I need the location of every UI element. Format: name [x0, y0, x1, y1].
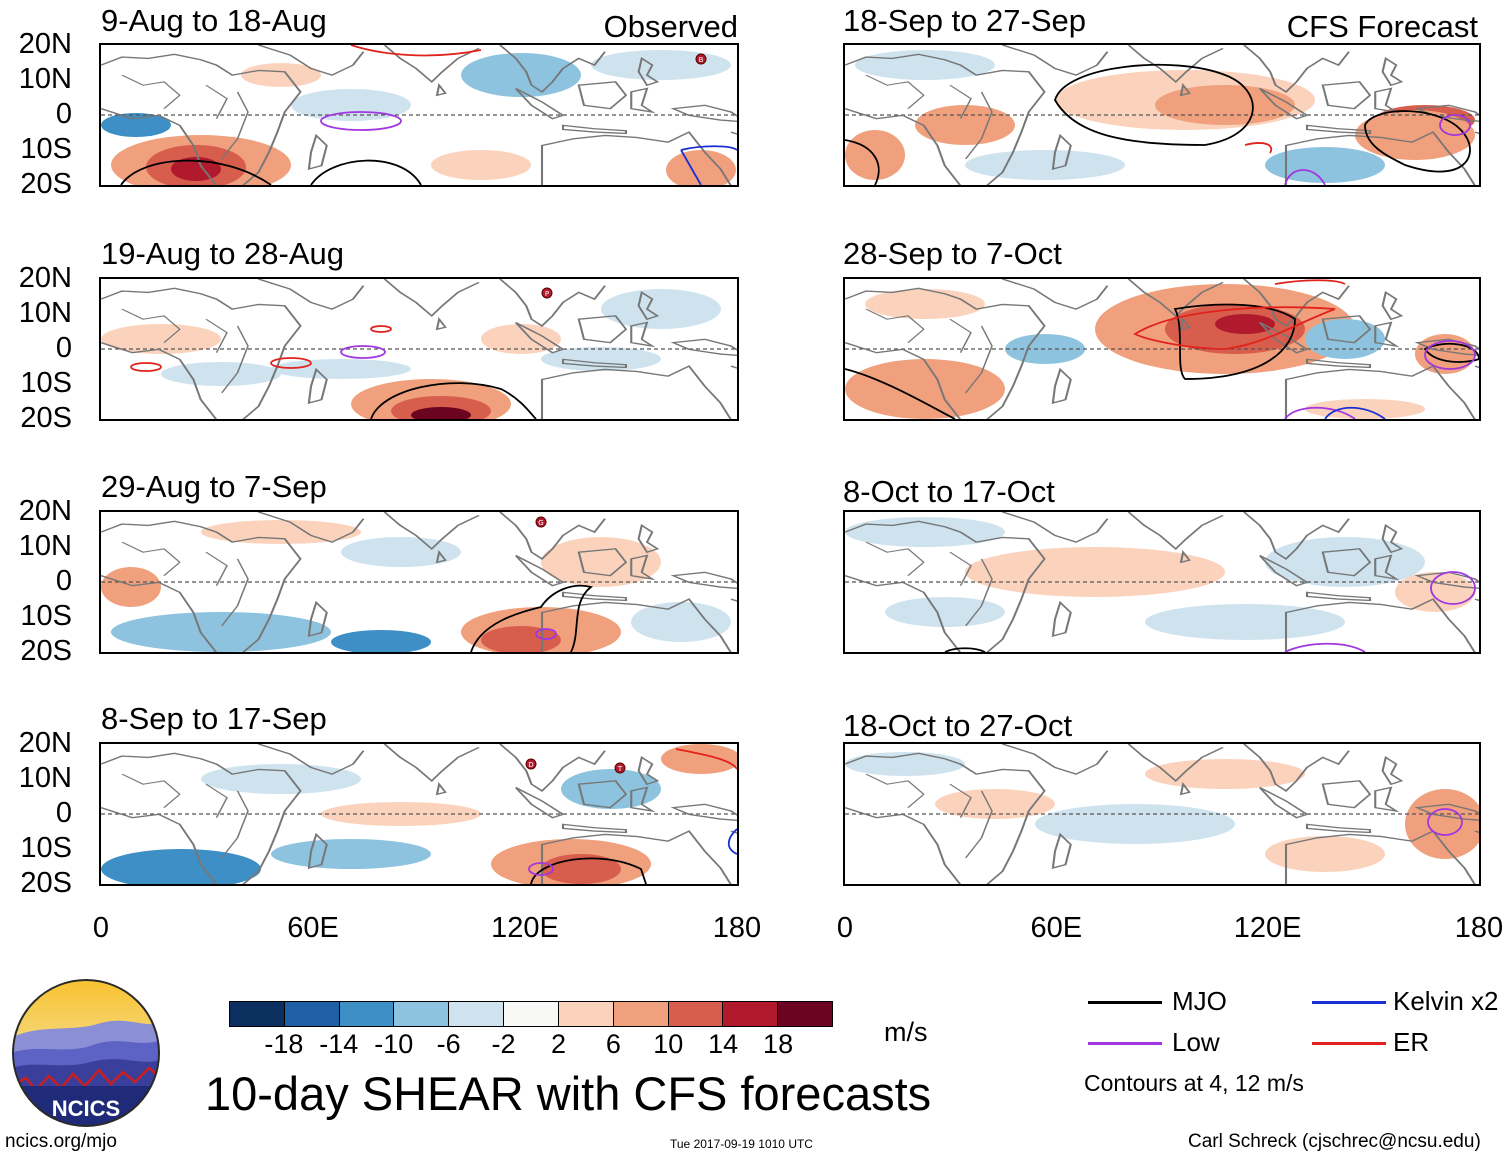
lat-label: 10N — [18, 63, 72, 95]
lat-label: 20N — [18, 495, 72, 527]
footer-timestamp: Tue 2017-09-19 1010 UTC — [670, 1137, 813, 1151]
colorbar-segment — [230, 1002, 285, 1026]
lon-label: 180 — [1454, 912, 1504, 944]
colorbar-tick-label: 2 — [550, 1029, 566, 1059]
lat-label: 20N — [18, 727, 72, 759]
lon-label: 60E — [287, 912, 339, 944]
legend-kelvin-label: Kelvin x2 — [1393, 986, 1499, 1016]
legend-er-line — [1312, 1042, 1386, 1045]
panel-2-map: P — [99, 277, 739, 421]
lon-label: 0 — [836, 912, 854, 944]
colorbar-tick-label: -6 — [436, 1029, 461, 1059]
storm-marker-d: D — [528, 761, 533, 769]
lat-label: 10N — [18, 530, 72, 562]
legend-low-label: Low — [1172, 1027, 1220, 1057]
colorbar-units: m/s — [884, 1017, 928, 1047]
lat-label: 20N — [18, 262, 72, 294]
panel-2-title: 19-Aug to 28-Aug — [101, 236, 345, 271]
colorbar-segment — [778, 1002, 832, 1026]
storm-marker-b: B — [699, 56, 704, 64]
colorbar-tick-label: -10 — [374, 1029, 414, 1059]
lat-label: 20S — [20, 635, 72, 667]
panel-3-map: G — [99, 510, 739, 654]
panel-7-title: 8-Oct to 17-Oct — [843, 474, 1055, 509]
panel-1-map: B — [99, 43, 739, 187]
colorbar-segment — [284, 1002, 340, 1026]
panel-6-map — [843, 277, 1481, 421]
panel-7-map — [843, 510, 1481, 654]
lon-label: 0 — [92, 912, 110, 944]
colorbar-tick-label: -18 — [264, 1029, 304, 1059]
colorbar-tick-label: 18 — [763, 1029, 794, 1059]
lat-label: 10S — [20, 367, 72, 399]
ncics-logo: NCICS — [11, 978, 161, 1128]
lat-label: 20S — [20, 168, 72, 200]
colorbar-tick-label: 6 — [605, 1029, 621, 1059]
lat-label: 20S — [20, 402, 72, 434]
lat-label: 0 — [55, 797, 72, 829]
colorbar-tick-label: 14 — [708, 1029, 739, 1059]
panel-3-title: 29-Aug to 7-Sep — [101, 469, 327, 504]
panel-5-title: 18-Sep to 27-Sep — [843, 3, 1087, 38]
colorbar-tick-label: -14 — [319, 1029, 359, 1059]
lat-label: 0 — [55, 565, 72, 597]
colorbar-tick-label: 10 — [653, 1029, 684, 1059]
storm-marker-t: T — [617, 765, 623, 773]
legend-mjo-line — [1088, 1001, 1162, 1004]
panel-5-map — [843, 43, 1481, 187]
panel-1-title: 9-Aug to 18-Aug — [101, 3, 327, 38]
legend-kelvin-line — [1312, 1001, 1386, 1004]
lat-label: 0 — [55, 98, 72, 130]
panel-6-title: 28-Sep to 7-Oct — [843, 236, 1062, 271]
lat-label: 10S — [20, 832, 72, 864]
panel-4-title: 8-Sep to 17-Sep — [101, 701, 327, 736]
lat-label: 20S — [20, 867, 72, 899]
storm-marker-p: P — [545, 290, 549, 298]
logo-text: NCICS — [52, 1096, 120, 1121]
colorbar-segment — [613, 1002, 669, 1026]
lat-label: 10N — [18, 762, 72, 794]
lat-label: 10N — [18, 297, 72, 329]
lon-label: 60E — [1030, 912, 1083, 944]
colorbar-tick-label: -2 — [491, 1029, 516, 1059]
footer-author: Carl Schreck (cjschrec@ncsu.edu) — [1188, 1131, 1481, 1152]
lat-label: 20N — [18, 28, 72, 60]
observed-label: Observed — [603, 9, 738, 44]
legend-er-label: ER — [1393, 1027, 1430, 1057]
panel-4-map: D T — [99, 742, 739, 886]
colorbar-segment — [504, 1002, 559, 1026]
lon-label: 120E — [1233, 912, 1302, 944]
colorbar — [229, 1001, 833, 1027]
panel-8-title: 18-Oct to 27-Oct — [843, 708, 1073, 743]
contours-note: Contours at 4, 12 m/s — [1084, 1070, 1304, 1096]
panel-8-map — [843, 742, 1481, 886]
legend-low-line — [1088, 1042, 1162, 1045]
lon-label: 180 — [712, 912, 762, 944]
colorbar-segment — [723, 1002, 779, 1026]
colorbar-segment — [558, 1002, 614, 1026]
colorbar-segment — [449, 1002, 505, 1026]
colorbar-segment — [394, 1002, 450, 1026]
lat-label: 10S — [20, 600, 72, 632]
legend-mjo-label: MJO — [1172, 986, 1227, 1016]
cfs-forecast-label: CFS Forecast — [1286, 9, 1478, 44]
colorbar-segment — [668, 1002, 724, 1026]
main-title: 10-day SHEAR with CFS forecasts — [205, 1067, 932, 1120]
lat-label: 10S — [20, 133, 72, 165]
lon-label: 120E — [491, 912, 559, 944]
colorbar-segment — [339, 1002, 395, 1026]
footer-url[interactable]: ncics.org/mjo — [5, 1131, 117, 1152]
storm-marker-g: G — [538, 519, 543, 527]
lat-label: 0 — [55, 332, 72, 364]
